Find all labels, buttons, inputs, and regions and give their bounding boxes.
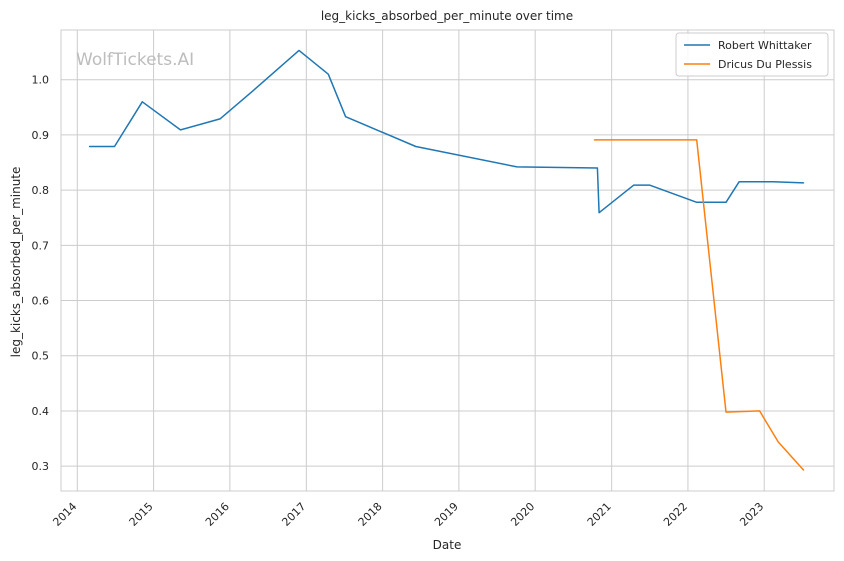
legend-box	[675, 32, 829, 77]
y-tick-label: 0.7	[32, 239, 50, 252]
data-point-robert-whittaker	[772, 181, 774, 183]
y-tick-label: 0.6	[32, 295, 50, 308]
y-tick-label: 0.3	[32, 460, 50, 473]
data-point-robert-whittaker	[180, 129, 182, 131]
data-point-robert-whittaker	[415, 146, 417, 148]
y-tick-label: 1.0	[32, 74, 50, 87]
data-point-robert-whittaker	[738, 181, 740, 183]
data-point-robert-whittaker	[345, 116, 347, 118]
data-point-dricus-du-plessis	[725, 411, 727, 413]
data-point-robert-whittaker	[251, 91, 253, 93]
series-layer	[88, 49, 805, 471]
plot-frame	[60, 29, 835, 492]
data-point-robert-whittaker	[598, 212, 600, 214]
data-point-dricus-du-plessis	[759, 410, 761, 412]
data-point-robert-whittaker	[649, 184, 651, 186]
data-point-robert-whittaker	[298, 49, 300, 51]
y-tick-label: 0.4	[32, 405, 50, 418]
chart-title: leg_kicks_absorbed_per_minute over time	[321, 9, 573, 23]
data-point-robert-whittaker	[633, 184, 635, 186]
data-point-dricus-du-plessis	[777, 441, 779, 443]
series-line-robert-whittaker	[88, 49, 805, 214]
data-point-robert-whittaker	[803, 182, 805, 184]
data-point-robert-whittaker	[516, 166, 518, 168]
data-point-dricus-du-plessis	[696, 139, 698, 141]
data-point-robert-whittaker	[89, 146, 91, 148]
data-point-robert-whittaker	[725, 201, 727, 203]
legend-label-dricus-du-plessis: Dricus Du Plessis	[718, 58, 812, 71]
data-point-robert-whittaker	[114, 146, 116, 148]
watermark-text: WolfTickets.AI	[76, 50, 194, 70]
y-axis-title: leg_kicks_absorbed_per_minute	[9, 167, 23, 358]
y-tick-label: 0.5	[32, 350, 50, 363]
y-axis-ticks: 0.3 0.4 0.5 0.6 0.7 0.8 0.9 1.0	[32, 74, 50, 473]
data-point-dricus-du-plessis	[594, 139, 596, 141]
series-line-dricus-du-plessis	[593, 139, 805, 471]
data-point-robert-whittaker	[696, 201, 698, 203]
y-tick-label: 0.8	[32, 184, 50, 197]
x-axis-title: Date	[433, 538, 462, 552]
data-point-robert-whittaker	[219, 118, 221, 120]
grid	[61, 30, 834, 491]
legend-label-robert-whittaker: Robert Whittaker	[718, 39, 812, 52]
data-point-robert-whittaker	[596, 167, 598, 169]
data-point-robert-whittaker	[141, 101, 143, 103]
data-point-robert-whittaker	[327, 73, 329, 75]
legend: Robert Whittaker Dricus Du Plessis	[675, 32, 829, 77]
data-point-dricus-du-plessis	[803, 469, 805, 471]
y-tick-label: 0.9	[32, 129, 50, 142]
